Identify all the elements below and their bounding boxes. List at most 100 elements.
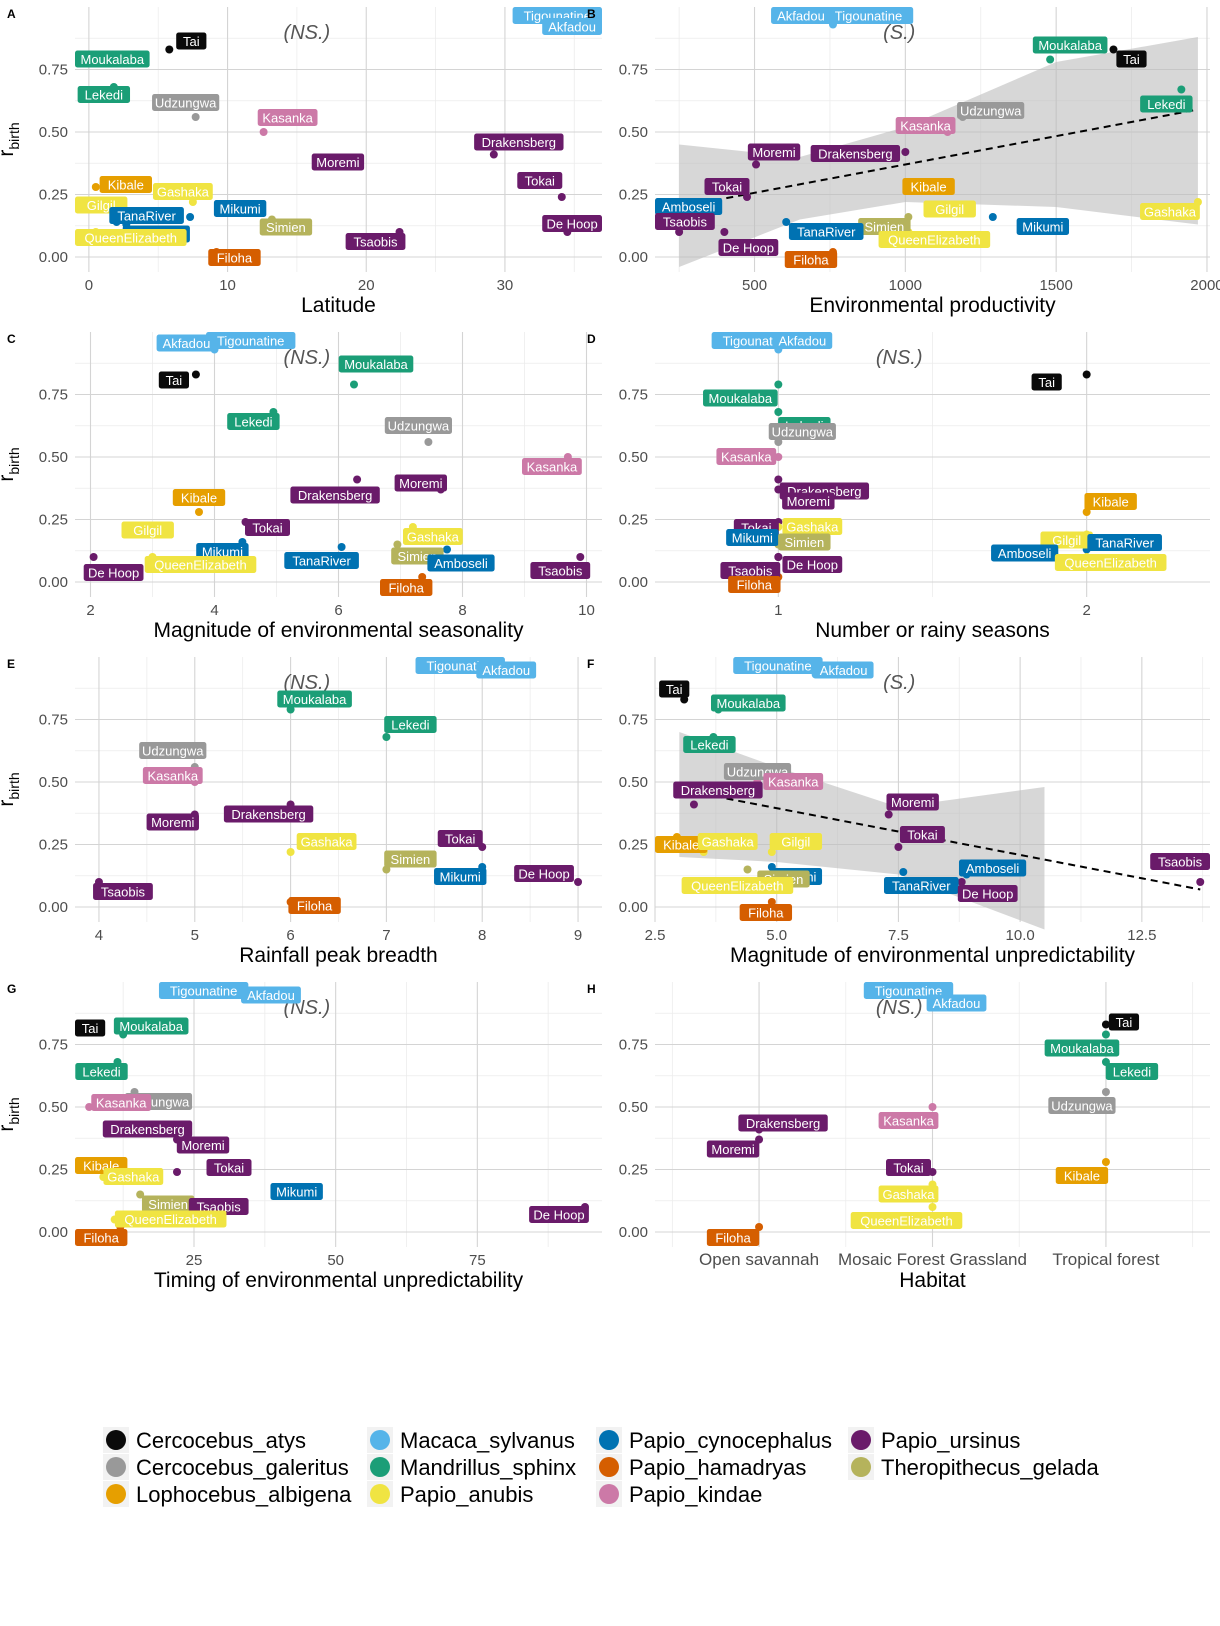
point-label-de-hoop: De Hoop (542, 215, 602, 232)
data-label: Gashaka (107, 1170, 160, 1185)
data-point-lekedi (774, 408, 783, 416)
legend-label-papio-kindae: Papio_kindae (629, 1482, 762, 1507)
data-point-tai (165, 45, 174, 54)
x-tick-label: 10.0 (1006, 927, 1035, 944)
label-box (113, 1017, 189, 1035)
data-label: Kibale (1064, 1169, 1100, 1184)
data-label: Gilgil (781, 835, 810, 850)
label-box (284, 552, 359, 569)
data-point-filoha (755, 1223, 764, 1231)
data-label: Tigounatine (875, 984, 942, 999)
label-box (176, 1136, 230, 1154)
label-box (1108, 1013, 1140, 1031)
data-label: Moukalaba (1038, 38, 1102, 53)
legend-label-mandrillus-sphinx: Mandrillus_sphinx (400, 1455, 576, 1480)
point-label-amboseli: Amboseli (427, 554, 495, 572)
data-label: Gashaka (882, 1187, 935, 1202)
legend-swatch-papio-kindae (599, 1484, 619, 1504)
label-box (716, 448, 777, 465)
data-label: Tokai (893, 1161, 923, 1176)
point-label-filoha: Filoha (75, 1229, 128, 1246)
y-tick-label: 0.75 (619, 62, 648, 79)
label-box (1087, 534, 1162, 551)
x-axis-title: Rainfall peak breadth (239, 944, 437, 967)
point-label-moukalaba: Moukalaba (75, 50, 150, 68)
label-box (259, 218, 313, 236)
label-box (311, 153, 365, 171)
x-tick-label: 5 (191, 927, 199, 944)
data-label: Tokai (712, 180, 742, 195)
x-tick-label: 9 (574, 927, 582, 944)
data-point-moukalaba (1101, 1030, 1110, 1039)
point-label-mikumi: Mikumi (213, 200, 267, 217)
y-tick-label: 0.25 (39, 512, 68, 529)
point-label-moukalaba: Moukalaba (1032, 36, 1108, 54)
data-label: Kibale (108, 178, 144, 193)
data-label: Moukalaba (344, 357, 408, 372)
point-label-gilgil: Gilgil (923, 200, 976, 218)
data-point-tanariver (337, 543, 346, 551)
point-label-de-hoop: De Hoop (514, 865, 574, 882)
data-label: Gashaka (157, 185, 210, 200)
point-label-gashaka: Gashaka (403, 528, 463, 545)
y-tick-label: 0.75 (39, 1037, 68, 1054)
data-point-tai (1109, 45, 1118, 54)
point-label-moremi: Moremi (394, 474, 447, 492)
panel-a: A 0.00 0.25 0.50 0.75 0 10 20 30 Latitude rbirth (N… (0, 7, 602, 317)
data-label: QueenElizabeth (888, 233, 981, 248)
label-box (772, 332, 833, 349)
data-point-de-hoop (774, 553, 783, 561)
point-label-gashaka: Gashaka (296, 833, 357, 850)
data-label: Moremi (891, 795, 934, 810)
label-box (784, 251, 838, 268)
data-label: Lekedi (234, 415, 272, 430)
label-box (1031, 373, 1062, 391)
data-point-tanariver (899, 868, 908, 876)
legend-swatch-lophocebus-albigena (106, 1484, 126, 1504)
x-tick-label: 2.5 (645, 927, 666, 944)
data-point-drakensberg (489, 150, 498, 159)
point-label-udzungwa: Udzungwa (384, 417, 452, 434)
point-label-kasanka: Kasanka (91, 1094, 152, 1111)
significance-annotation: (S.) (883, 672, 915, 694)
panel-h: H 0.00 0.25 0.50 0.75 Open savannah Mosaic For… (587, 982, 1210, 1292)
label-box (542, 18, 602, 35)
x-tick-label: 50 (327, 1252, 344, 1269)
data-label: Tsaobis (538, 564, 583, 579)
data-label: Tigounatine (835, 9, 902, 24)
x-tick-label: 75 (469, 1252, 486, 1269)
label-box (208, 249, 261, 266)
label-box (1140, 203, 1200, 220)
x-tick-label: 7 (382, 927, 390, 944)
point-label-tokai: Tokai (245, 519, 290, 536)
point-label-drakensberg: Drakensberg (102, 1120, 193, 1138)
point-label-tigounatine: Tigounatine (158, 982, 249, 999)
point-label-simien: Simien (384, 850, 437, 868)
label-box (823, 7, 914, 24)
y-axis-title: rbirth (0, 772, 22, 806)
data-label: Akfadou (548, 20, 596, 35)
data-label: Kasanka (883, 1114, 934, 1129)
data-label: Lekedi (690, 738, 728, 753)
y-tick-label: 0.50 (619, 124, 648, 141)
legend-label-cercocebus-atys: Cercocebus_atys (136, 1428, 306, 1453)
point-label-moremi: Moremi (706, 1140, 760, 1158)
point-label-tigounatine: Tigounatine (733, 657, 823, 674)
x-tick-label: 20 (358, 277, 375, 294)
data-label: Kasanka (527, 460, 578, 475)
label-box (958, 859, 1027, 877)
data-point-kasanka (928, 1103, 937, 1111)
data-label: TanaRiver (292, 554, 351, 569)
point-label-tokai: Tokai (206, 1159, 252, 1176)
x-tick-label: 8 (478, 927, 486, 944)
point-label-queenelizabeth: QueenElizabeth (144, 556, 257, 573)
panel-tag: E (7, 657, 15, 671)
point-label-moremi: Moremi (311, 153, 365, 171)
data-point-udzungwa (1101, 1088, 1110, 1096)
point-label-filoha: Filoha (380, 579, 433, 596)
point-label-akfadou: Akfadou (926, 994, 987, 1012)
data-label: Udzungwa (772, 425, 834, 440)
point-label-de-hoop: De Hoop (83, 564, 144, 581)
x-tick-label: 12.5 (1127, 927, 1156, 944)
x-tick-label: Tropical forest (1052, 1250, 1159, 1269)
